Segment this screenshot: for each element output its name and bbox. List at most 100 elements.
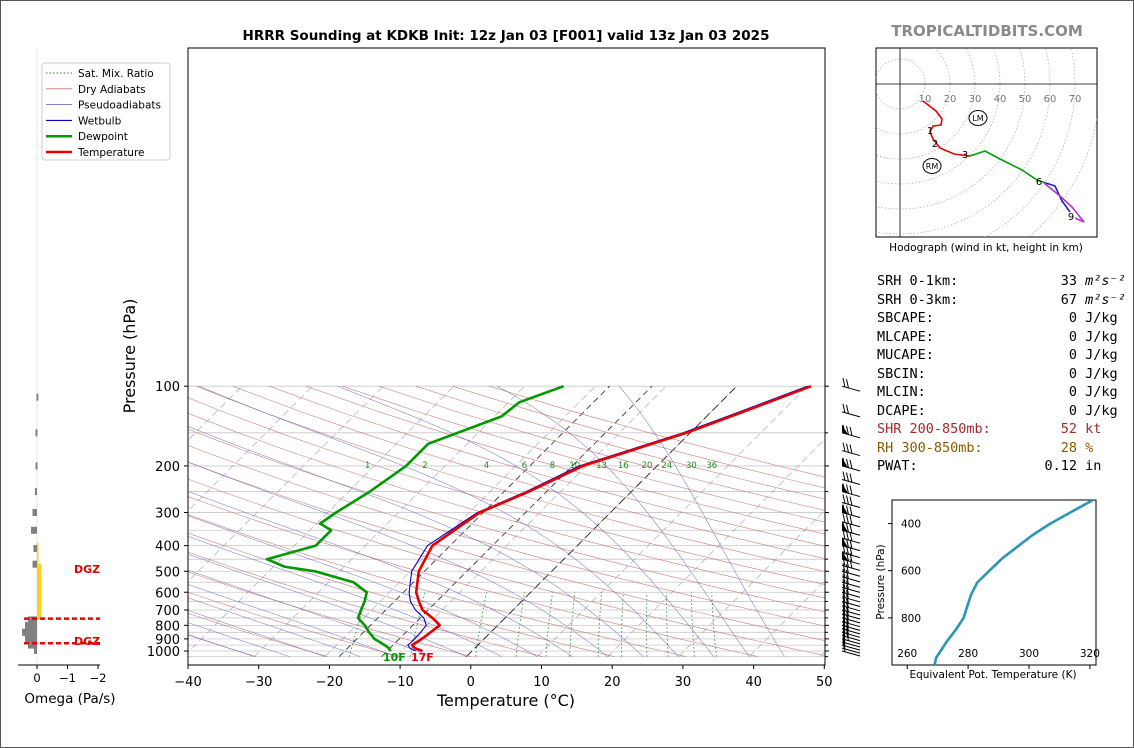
omega-x-label: Omega (Pa/s): [24, 691, 115, 707]
y-tick-label: 600: [155, 586, 180, 601]
hodograph-ring-label: 70: [1069, 94, 1082, 105]
stat-key: MLCIN:: [877, 384, 926, 400]
x-tick-label: −10: [386, 675, 413, 690]
wind-barb: [841, 403, 861, 418]
isotherm-line: [0, 386, 101, 656]
legend-label: Sat. Mix. Ratio: [78, 68, 154, 80]
mixing-ratio-line: [597, 592, 602, 657]
wind-barb: [841, 424, 861, 439]
wind-barb: [841, 588, 861, 603]
wind-barb: [841, 620, 861, 635]
mixing-ratio-label: 36: [706, 461, 717, 471]
omega-tick-label: −2: [90, 671, 107, 685]
theta-e-frame: [891, 499, 1097, 666]
dry-adiabat-line: [188, 428, 825, 613]
pseudoadiabat-line: [188, 553, 467, 657]
wind-barb: [841, 483, 861, 498]
theta-e-y-tick-label: 800: [901, 613, 921, 625]
dry-adiabat-line: [188, 397, 825, 585]
omega-bar: [32, 509, 37, 517]
skewt-plot-frame: [187, 47, 826, 666]
wind-barb: [841, 601, 861, 616]
dry-adiabat-line: [188, 571, 471, 657]
theta-e-panel: 260 280 300 320 400 600 800: [888, 499, 1100, 669]
isotherm-line: [0, 386, 30, 656]
stat-value: 0: [1068, 384, 1077, 400]
stat-value: 0: [1068, 310, 1077, 326]
stat-value: 52: [1060, 421, 1077, 437]
legend-label: Dewpoint: [78, 131, 128, 143]
pseudoadiabat-line: [188, 634, 255, 657]
dry-adiabat-line: [415, 385, 825, 500]
omega-tick-label: −1: [59, 671, 76, 685]
stat-key: SRH 0-3km:: [877, 291, 959, 308]
pseudoadiabat-line: [188, 597, 361, 657]
dry-adiabat-line: [305, 385, 825, 535]
brand-logo: TROPICALTIDBITS.COM: [891, 22, 1083, 40]
dry-adiabat-line: [188, 444, 825, 627]
dgz-bottom-label: DGZ: [74, 635, 100, 648]
legend-label: Dry Adiabats: [78, 84, 146, 96]
wind-barb: [841, 617, 861, 631]
dry-adiabat-line: [342, 385, 825, 523]
wind-barb: [841, 530, 861, 544]
stat-unit: m²s⁻²: [1077, 273, 1126, 289]
stat-unit: J/kg: [1077, 384, 1118, 400]
stat-value: 0: [1068, 328, 1077, 345]
wind-barb: [841, 522, 861, 536]
hodograph-ring-label: 10: [919, 94, 932, 105]
omega-bar: [37, 613, 42, 620]
y-tick-label: 500: [155, 565, 180, 580]
stat-unit: m²s⁻²: [1077, 291, 1126, 308]
stat-row: SHR 200-850mb: 52 kt: [877, 421, 1101, 438]
storm-motion-marker: [968, 110, 988, 126]
y-tick-label: 800: [155, 619, 180, 634]
omega-bar: [34, 648, 37, 654]
surface-dewpoint-label: 10F: [383, 651, 406, 664]
mixing-ratio-line: [691, 592, 695, 657]
stat-value: 0.12: [1044, 458, 1077, 474]
dry-adiabat-line: [188, 496, 758, 657]
storm-motion-label: RM: [926, 162, 939, 171]
chart-title: HRRR Sounding at KDKB Init: 12z Jan 03 […: [243, 28, 770, 44]
storm-motion-marker: [922, 158, 942, 174]
mixing-ratio-label: 6: [522, 461, 527, 471]
storm-motion-label: LM: [972, 114, 983, 123]
stat-key: MUCAPE:: [877, 347, 934, 363]
mixing-ratio-line: [515, 592, 525, 657]
wind-barb: [841, 574, 861, 588]
pseudoadiabat-line: [497, 385, 750, 657]
pseudoadiabat-line: [188, 610, 326, 657]
theta-e-line: [933, 500, 1094, 665]
omega-tick-label: 0: [33, 671, 40, 685]
stat-key: DCAPE:: [877, 402, 926, 419]
dry-adiabat-line: [188, 478, 825, 656]
pseudoadiabat-line: [188, 491, 573, 657]
stat-key: RH 300-850mb:: [877, 439, 983, 456]
wind-barb: [841, 457, 861, 472]
stat-unit: J/kg: [1077, 328, 1118, 345]
pseudoadiabat-line: [188, 461, 608, 657]
wind-barb: [841, 613, 861, 628]
wind-barb: [841, 568, 861, 583]
omega-bar: [31, 526, 37, 534]
stat-value: 67: [1060, 291, 1077, 308]
pseudoadiabat-line: [188, 426, 644, 657]
hodograph-height-label: 6: [1036, 177, 1042, 188]
x-tick-label: −40: [174, 675, 201, 690]
legend-box: [41, 62, 171, 161]
pseudoadiabat-line: [188, 622, 290, 657]
stat-key: SRH 0-1km:: [877, 273, 959, 289]
y-tick-label: 100: [155, 380, 180, 395]
stat-row: SRH 0-3km: 67 m²s⁻²: [877, 292, 1126, 309]
wind-barb: [841, 504, 861, 519]
dgz-isotherm-line: [338, 385, 610, 657]
dry-adiabat-line: [232, 385, 825, 560]
pseudoadiabat-line: [337, 385, 715, 657]
x-tick-label: 30: [675, 675, 692, 690]
pseudoadiabat-line: [188, 515, 538, 657]
omega-bar: [33, 544, 37, 552]
x-tick-label: 50: [816, 675, 833, 690]
hodograph-height-label: 2: [932, 139, 938, 150]
